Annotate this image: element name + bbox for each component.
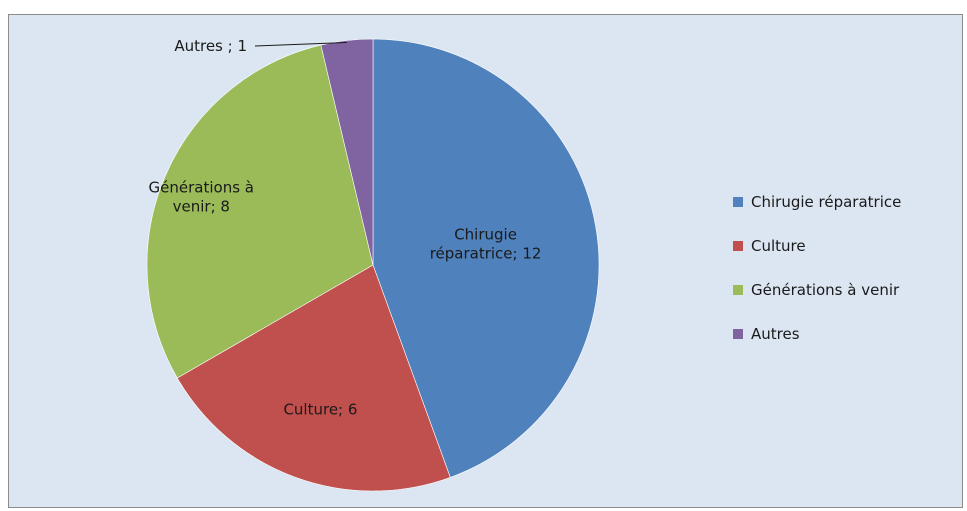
- legend-label: Chirugie réparatrice: [751, 193, 902, 211]
- pie-slice-0: [372, 38, 600, 478]
- legend-label: Culture: [751, 237, 806, 255]
- legend-item-0: Chirugie réparatrice: [733, 191, 967, 213]
- data-label-0: Chirugie réparatrice; 12: [430, 226, 542, 263]
- pie-slice-3: [320, 38, 374, 266]
- data-label-2: Générations à venir; 8: [149, 178, 254, 215]
- legend-item-1: Culture: [733, 235, 967, 257]
- legend-item-2: Générations à venir: [733, 279, 967, 301]
- chart-area: Chirugie réparatrice; 12 Culture; 6 Générat…: [8, 14, 963, 508]
- legend-label: Générations à venir: [751, 281, 900, 299]
- leader-line-3: [254, 42, 347, 47]
- legend-swatch: [733, 241, 743, 251]
- legend-item-3: Autres: [733, 323, 967, 345]
- pie-slice-2: [146, 44, 374, 379]
- data-label-1: Culture; 6: [283, 400, 357, 418]
- legend-swatch: [733, 329, 743, 339]
- legend-label: Autres: [751, 325, 800, 343]
- legend-swatch: [733, 285, 743, 295]
- pie-slice-1: [176, 264, 451, 492]
- data-label-3: Autres ; 1: [174, 37, 247, 55]
- legend: Chirugie réparatrice Culture Générations à…: [733, 191, 967, 367]
- pie-chart: Chirugie réparatrice; 12 Culture; 6 Générat…: [146, 37, 600, 492]
- legend-swatch: [733, 197, 743, 207]
